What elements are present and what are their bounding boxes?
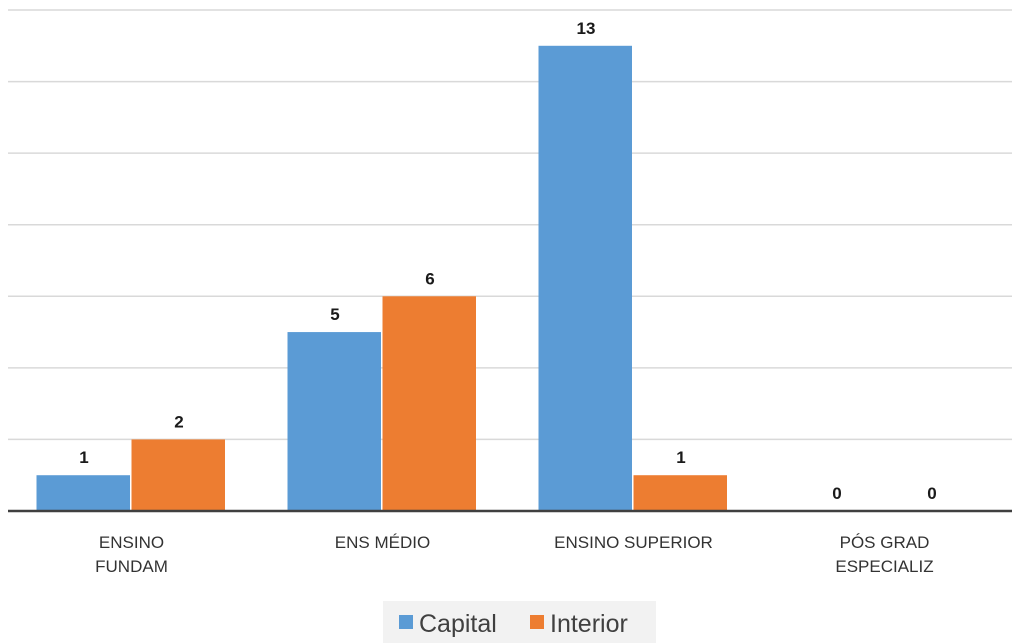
data-label-interior-2: 1 — [676, 448, 685, 467]
data-label-capital-2: 13 — [577, 19, 596, 38]
bar-interior-2 — [633, 475, 727, 511]
category-label-0: ENSINO FUNDAM — [95, 533, 168, 576]
data-label-interior-0: 2 — [174, 412, 183, 431]
data-label-interior-1: 6 — [425, 269, 434, 288]
data-label-capital-3: 0 — [832, 484, 841, 503]
bars — [36, 45, 727, 512]
category-label-2: ENSINO SUPERIOR — [554, 533, 713, 552]
category-label-3: PÓS GRAD ESPECIALIZ — [835, 533, 933, 576]
bar-interior-1 — [382, 296, 476, 511]
bar-capital-2 — [538, 45, 632, 512]
legend-label-interior: Interior — [550, 610, 628, 638]
gridlines — [8, 9, 1012, 441]
legend-box — [383, 601, 656, 643]
category-labels: ENSINO FUNDAM ENS MÉDIO ENSINO SUPERIOR PÓS … — [95, 533, 933, 576]
legend: Capital Interior — [383, 601, 656, 643]
bar-interior-0 — [131, 439, 225, 511]
data-label-capital-1: 5 — [330, 305, 339, 324]
bar-capital-0 — [36, 475, 130, 511]
category-label-1: ENS MÉDIO — [335, 533, 430, 552]
data-label-capital-0: 1 — [79, 448, 88, 467]
legend-swatch-interior — [530, 615, 544, 629]
data-label-interior-3: 0 — [927, 484, 936, 503]
legend-label-capital: Capital — [419, 610, 497, 638]
data-labels: 1 2 5 6 13 1 0 0 — [79, 19, 936, 503]
bar-capital-1 — [287, 332, 381, 511]
legend-swatch-capital — [399, 615, 413, 629]
